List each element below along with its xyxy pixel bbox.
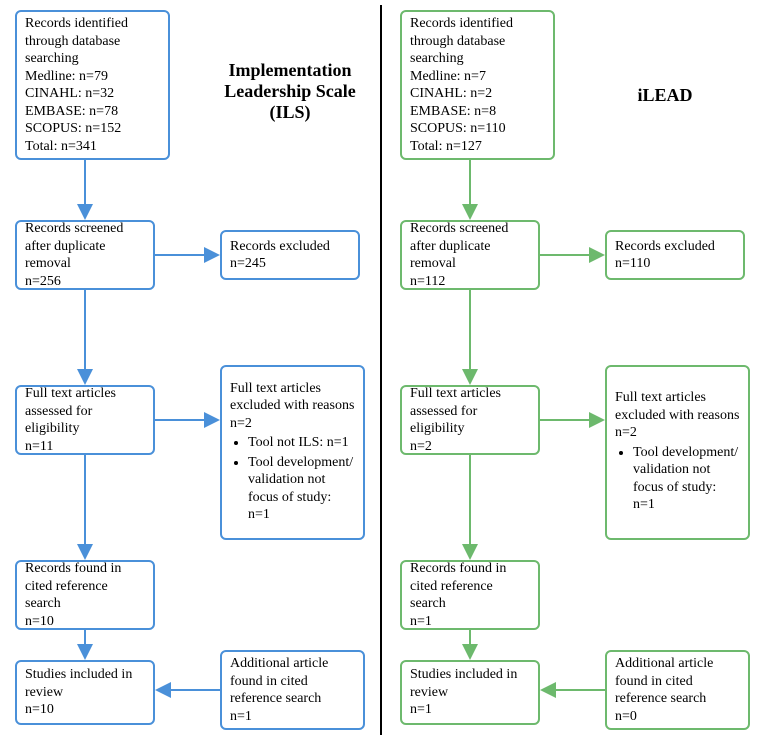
left-identified-line-2: EMBASE: n=78: [25, 103, 160, 121]
left-box-screened: Records screened after duplicate removal…: [15, 220, 155, 290]
left-box-assessed: Full text articles assessed for eligibil…: [15, 385, 155, 455]
right-identified-line-3: SCOPUS: n=110: [410, 120, 545, 138]
right-identified-line-4: Total: n=127: [410, 138, 545, 156]
right-box-included: Studies included in review n=1: [400, 660, 540, 725]
right-cited-text: Records found in cited reference search: [410, 560, 530, 613]
right-title: iLEAD: [610, 85, 720, 106]
left-identified-heading: Records identified through database sear…: [25, 15, 160, 68]
left-identified-line-3: SCOPUS: n=152: [25, 120, 160, 138]
right-cited-n: n=1: [410, 613, 530, 631]
center-divider: [380, 5, 382, 735]
right-excluded-full-reasons: Tool development/ validation not focus o…: [615, 444, 740, 516]
right-excluded-screen-text: Records excluded: [615, 238, 735, 256]
right-identified-line-0: Medline: n=7: [410, 68, 545, 86]
right-reason-0: Tool development/ validation not focus o…: [633, 444, 740, 514]
right-excluded-screen-n: n=110: [615, 255, 735, 273]
right-identified-heading: Records identified through database sear…: [410, 15, 545, 68]
left-excluded-screen-n: n=245: [230, 255, 350, 273]
left-box-included: Studies included in review n=10: [15, 660, 155, 725]
left-box-excluded-screen: Records excluded n=245: [220, 230, 360, 280]
left-identified-line-0: Medline: n=79: [25, 68, 160, 86]
right-screened-n: n=112: [410, 273, 530, 291]
left-assessed-n: n=11: [25, 438, 145, 456]
left-identified-line-4: Total: n=341: [25, 138, 160, 156]
left-additional-text: Additional article found in cited refere…: [230, 655, 355, 708]
right-box-excluded-screen: Records excluded n=110: [605, 230, 745, 280]
left-excluded-screen-text: Records excluded: [230, 238, 350, 256]
right-box-identified: Records identified through database sear…: [400, 10, 555, 160]
right-box-cited: Records found in cited reference search …: [400, 560, 540, 630]
left-assessed-text: Full text articles assessed for eligibil…: [25, 385, 145, 438]
left-box-excluded-full: Full text articles excluded with reasons…: [220, 365, 365, 540]
right-box-excluded-full: Full text articles excluded with reasons…: [605, 365, 750, 540]
left-reason-0: Tool not ILS: n=1: [248, 434, 355, 452]
left-reason-1: Tool development/ validation not focus o…: [248, 454, 355, 524]
left-screened-n: n=256: [25, 273, 145, 291]
right-additional-n: n=0: [615, 708, 740, 726]
left-excluded-full-heading: Full text articles excluded with reasons: [230, 380, 355, 415]
left-title: Implementation Leadership Scale (ILS): [205, 60, 375, 123]
right-box-screened: Records screened after duplicate removal…: [400, 220, 540, 290]
right-identified-line-1: CINAHL: n=2: [410, 85, 545, 103]
left-cited-text: Records found in cited reference search: [25, 560, 145, 613]
right-included-n: n=1: [410, 701, 530, 719]
left-excluded-full-n: n=2: [230, 415, 355, 433]
left-identified-line-1: CINAHL: n=32: [25, 85, 160, 103]
left-box-identified: Records identified through database sear…: [15, 10, 170, 160]
left-additional-n: n=1: [230, 708, 355, 726]
flowchart-canvas: Implementation Leadership Scale (ILS) iL…: [0, 0, 761, 740]
left-screened-text: Records screened after duplicate removal: [25, 220, 145, 273]
left-box-additional: Additional article found in cited refere…: [220, 650, 365, 730]
right-screened-text: Records screened after duplicate removal: [410, 220, 530, 273]
left-box-cited: Records found in cited reference search …: [15, 560, 155, 630]
right-identified-line-2: EMBASE: n=8: [410, 103, 545, 121]
right-included-text: Studies included in review: [410, 666, 530, 701]
right-assessed-n: n=2: [410, 438, 530, 456]
right-additional-text: Additional article found in cited refere…: [615, 655, 740, 708]
left-cited-n: n=10: [25, 613, 145, 631]
right-box-assessed: Full text articles assessed for eligibil…: [400, 385, 540, 455]
left-included-text: Studies included in review: [25, 666, 145, 701]
right-excluded-full-n: n=2: [615, 424, 740, 442]
right-assessed-text: Full text articles assessed for eligibil…: [410, 385, 530, 438]
left-included-n: n=10: [25, 701, 145, 719]
right-excluded-full-heading: Full text articles excluded with reasons: [615, 389, 740, 424]
right-box-additional: Additional article found in cited refere…: [605, 650, 750, 730]
left-excluded-full-reasons: Tool not ILS: n=1 Tool development/ vali…: [230, 434, 355, 526]
